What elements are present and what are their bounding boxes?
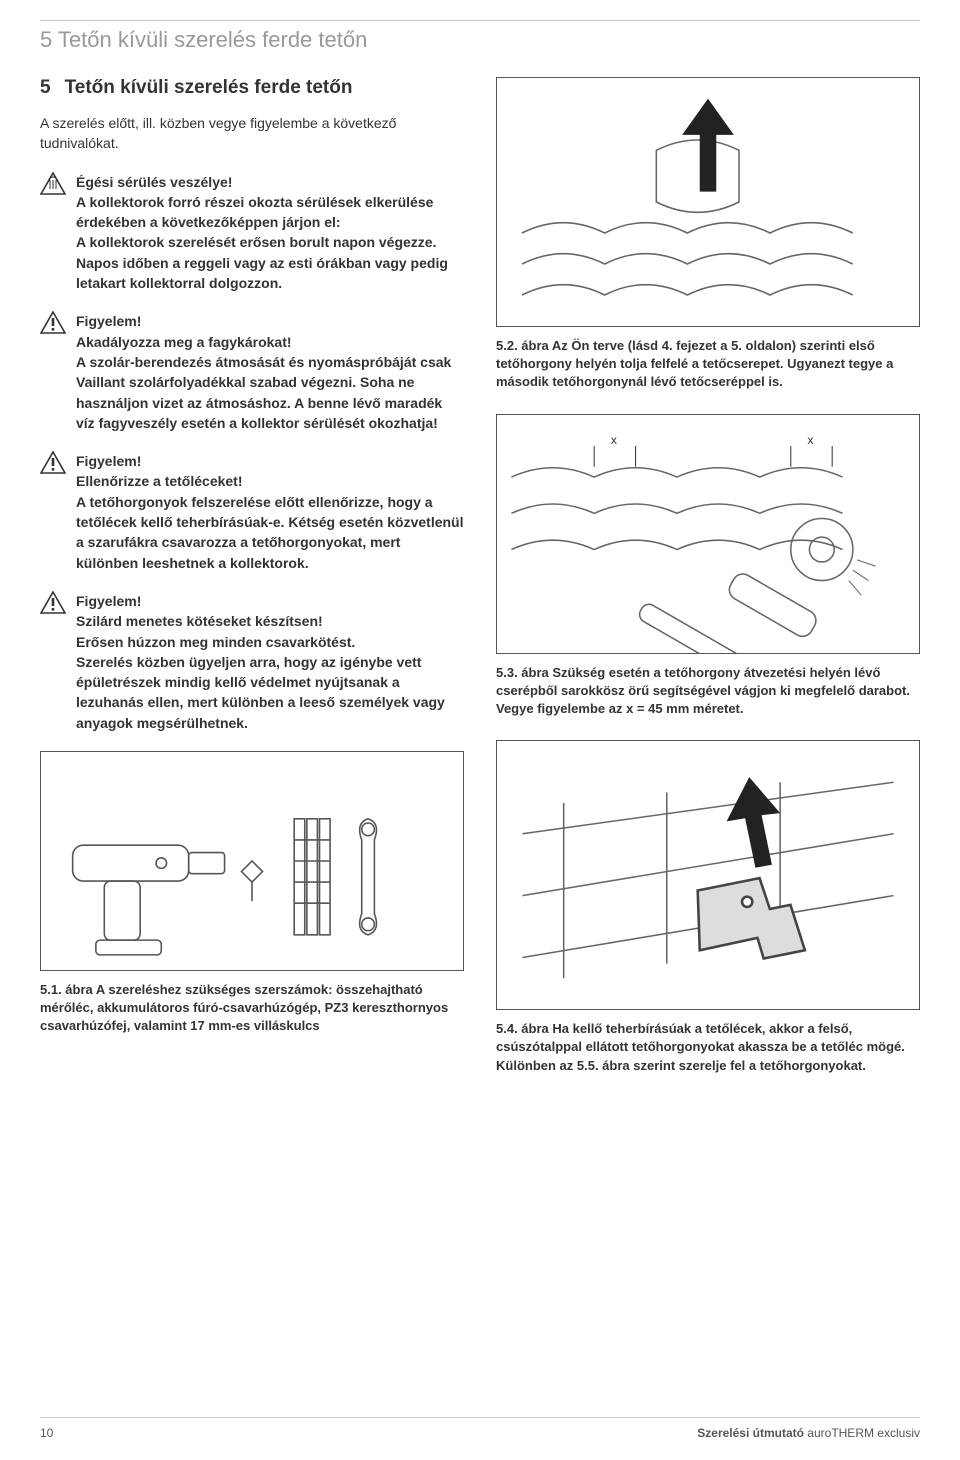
section-title: Tetőn kívüli szerelés ferde tetőn [65, 77, 353, 99]
figure-5-1-caption: 5.1. ábra A szereléshez szükséges szersz… [40, 981, 464, 1036]
page-number: 10 [40, 1426, 53, 1440]
warning-frost: Figyelem! Akadályozza meg a fagykárokat!… [40, 311, 464, 433]
warning-triangle-icon [40, 451, 66, 475]
figure-5-2 [496, 77, 920, 327]
x-dimension-label-left: x [611, 433, 618, 447]
figure-5-3-text: Szükség esetén a tetőhorgony átvezetési … [496, 665, 910, 716]
warning-threads: Figyelem! Szilárd menetes kötéseket kész… [40, 591, 464, 733]
page-header-title: 5 Tetőn kívüli szerelés ferde tetőn [40, 27, 920, 53]
section-heading: 5 Tetőn kívüli szerelés ferde tetőn [40, 77, 464, 99]
figure-5-3-caption: 5.3. ábra Szükség esetén a tetőhorgony á… [496, 664, 920, 719]
intro-paragraph: A szerelés előtt, ill. közben vegye figy… [40, 113, 464, 154]
figure-5-2-text: Az Ön terve (lásd 4. fejezet a 5. oldalo… [496, 338, 893, 389]
warning-battens-text: Figyelem! Ellenőrizze a tetőléceket! A t… [76, 451, 464, 573]
figure-5-4-number: 5.4. ábra [496, 1021, 549, 1036]
figure-5-4 [496, 740, 920, 1010]
page-footer: 10 Szerelési útmutató auroTHERM exclusiv [40, 1417, 920, 1440]
roof-anchor-hook-illustration-icon [497, 741, 919, 1009]
footer-doc-title: Szerelési útmutató auroTHERM exclusiv [697, 1426, 920, 1440]
warning-burn: Égési sérülés veszélye! A kollektorok fo… [40, 172, 464, 294]
figure-5-3: x x [496, 414, 920, 654]
warning-triangle-hot-icon [40, 172, 66, 196]
x-dimension-label-right: x [807, 433, 814, 447]
roof-tile-push-illustration-icon [497, 78, 919, 326]
section-number: 5 [40, 77, 51, 99]
figure-5-1-number: 5.1. ábra [40, 982, 93, 997]
figure-5-3-number: 5.3. ábra [496, 665, 549, 680]
left-column: 5 Tetőn kívüli szerelés ferde tetőn A sz… [40, 77, 464, 1097]
warning-burn-text: Égési sérülés veszélye! A kollektorok fo… [76, 172, 464, 294]
figure-5-1-text: A szereléshez szükséges szerszámok: össz… [40, 982, 448, 1033]
warning-triangle-icon [40, 311, 66, 335]
footer-doc-name: auroTHERM exclusiv [807, 1426, 920, 1440]
figure-5-1 [40, 751, 464, 971]
warning-battens: Figyelem! Ellenőrizze a tetőléceket! A t… [40, 451, 464, 573]
figure-5-2-caption: 5.2. ábra Az Ön terve (lásd 4. fejezet a… [496, 337, 920, 392]
warning-triangle-icon [40, 591, 66, 615]
right-column: 5.2. ábra Az Ön terve (lásd 4. fejezet a… [496, 77, 920, 1097]
warning-frost-text: Figyelem! Akadályozza meg a fagykárokat!… [76, 311, 464, 433]
grinder-cut-illustration-icon: x x [497, 415, 919, 653]
figure-5-4-text: Ha kellő teherbírásúak a tetőlécek, akko… [496, 1021, 905, 1072]
footer-doc-prefix: Szerelési útmutató [697, 1426, 807, 1440]
tools-illustration-icon [41, 752, 463, 970]
figure-5-4-caption: 5.4. ábra Ha kellő teherbírásúak a tetől… [496, 1020, 920, 1075]
figure-5-2-number: 5.2. ábra [496, 338, 549, 353]
warning-threads-text: Figyelem! Szilárd menetes kötéseket kész… [76, 591, 464, 733]
